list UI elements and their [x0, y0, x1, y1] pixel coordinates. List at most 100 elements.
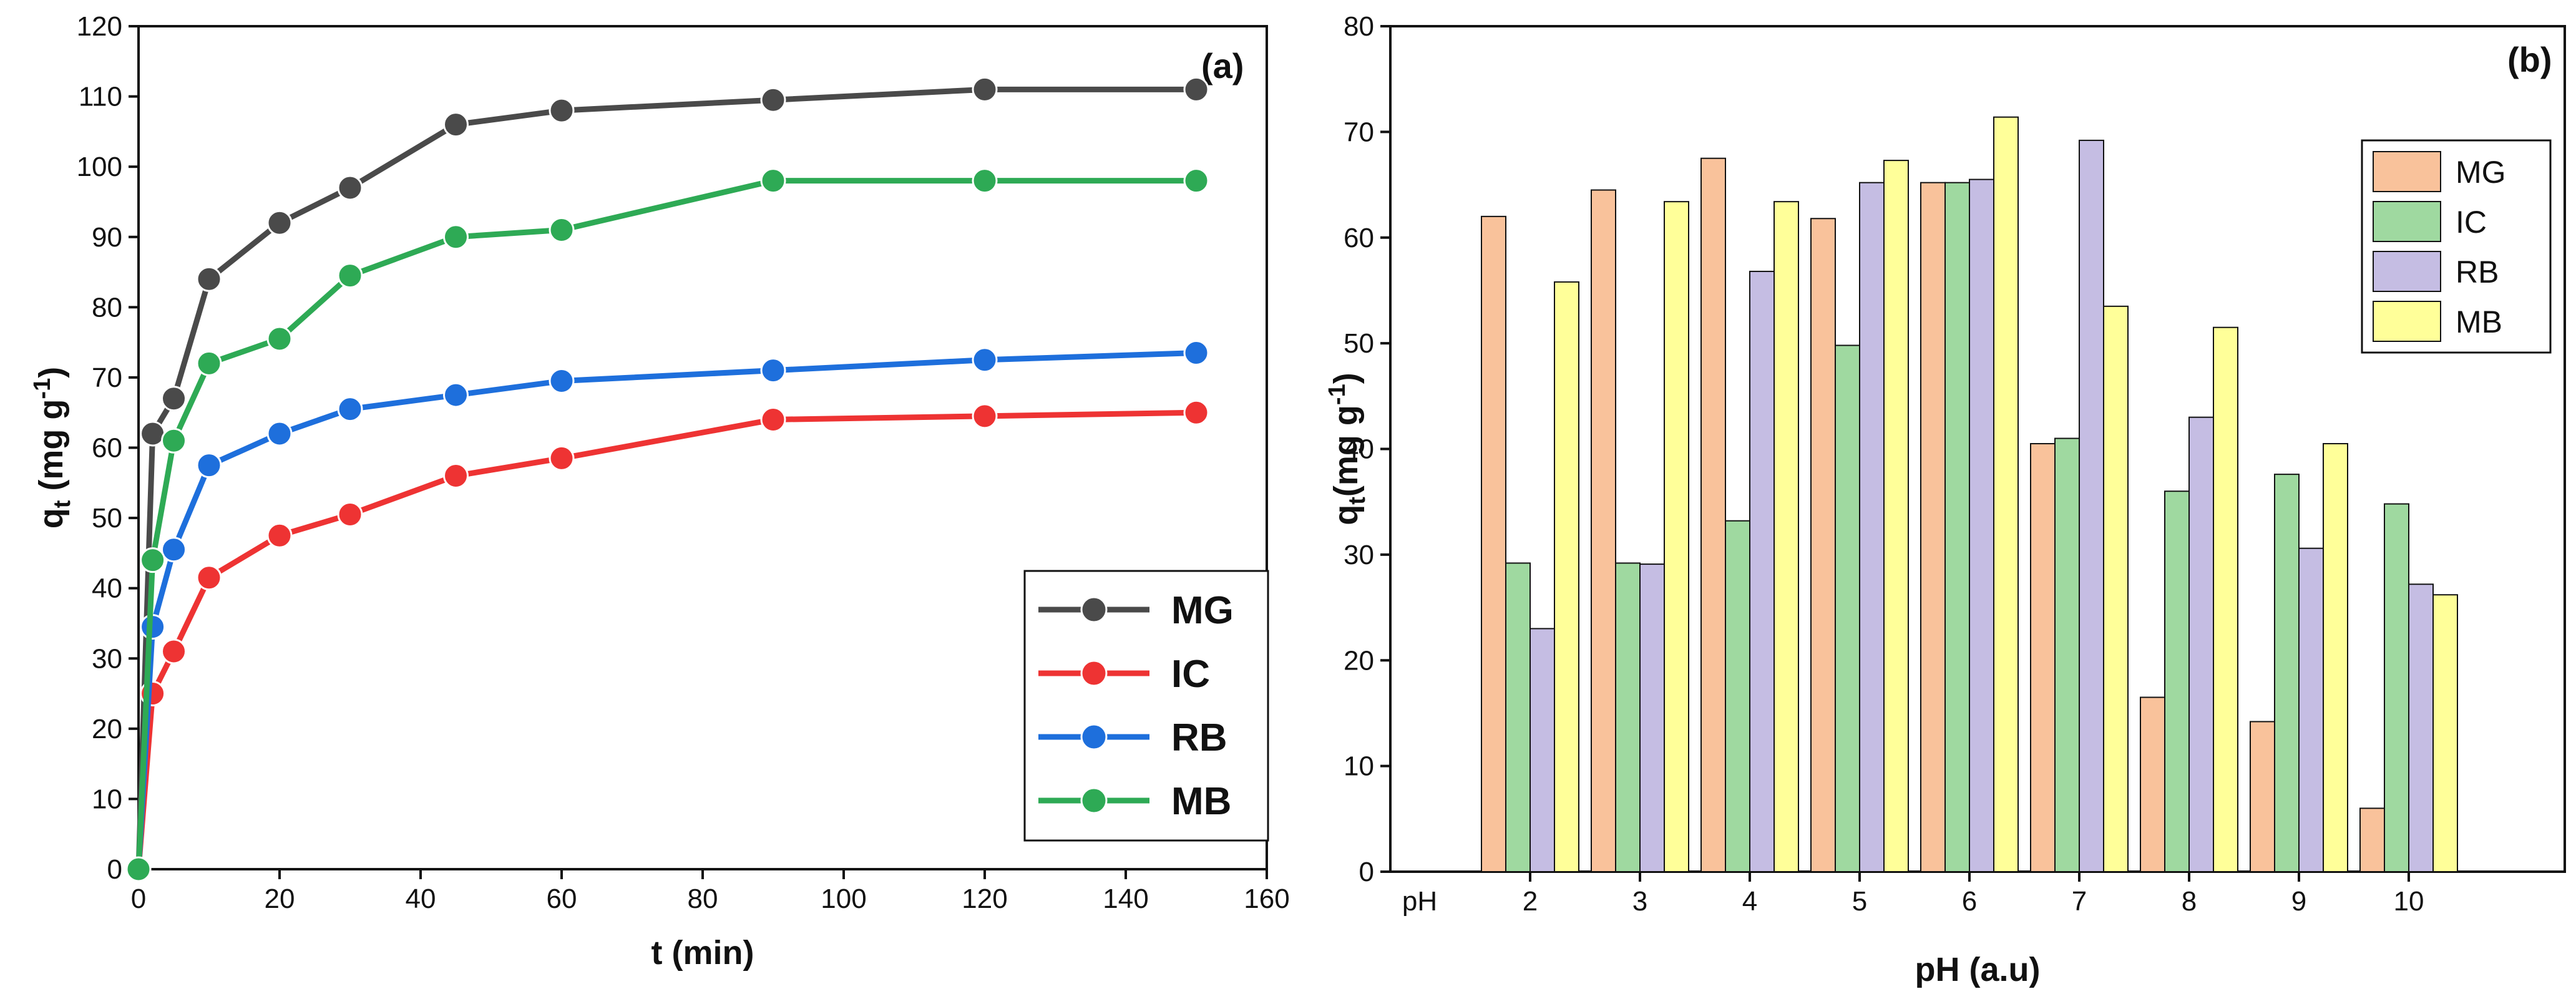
data-point-rb [549, 368, 575, 394]
legend-swatch-mb [2373, 301, 2441, 342]
y-tick-label-a: 90 [92, 222, 122, 253]
data-point-mg [161, 386, 187, 412]
x-tick-label-a: 140 [1103, 884, 1148, 914]
x-tick-label-b: 9 [2291, 886, 2306, 917]
bar-ic [2384, 503, 2409, 872]
data-point-rb [760, 358, 786, 384]
bar-mb [2323, 443, 2348, 872]
bar-ic [2054, 437, 2080, 872]
data-point-mg [140, 421, 166, 447]
data-point-ic [549, 445, 575, 471]
panel-label-a: (a) [1201, 46, 1244, 85]
y-tick-label-a: 40 [92, 573, 122, 604]
y-tick-label-a: 80 [92, 292, 122, 323]
bar-mg [2140, 696, 2165, 872]
x-tick-label-b: 3 [1632, 886, 1647, 917]
bar-ic [1505, 562, 1531, 872]
y-tick-label-b: 30 [1344, 540, 1374, 570]
legend-box-a [1023, 570, 1269, 842]
legend-label-ic: IC [1171, 653, 1210, 696]
bar-ic [1615, 562, 1641, 872]
bar-mg [1920, 182, 1946, 872]
legend-marker-rb [1080, 723, 1108, 751]
data-point-ic [1183, 399, 1209, 426]
legend-label-rb: RB [2456, 255, 2499, 290]
data-point-mg [760, 87, 786, 113]
data-point-ic [196, 565, 222, 591]
data-point-mb [1183, 168, 1209, 194]
data-point-rb [196, 452, 222, 479]
panel-label-b: (b) [2507, 40, 2552, 79]
data-point-mg [266, 210, 293, 236]
x-tick-label-a: 0 [131, 884, 146, 914]
legend-label-mb: MB [1171, 780, 1231, 823]
x-tick-label-a: 60 [547, 884, 577, 914]
y-tick-label-a: 60 [92, 433, 122, 464]
legend-label-mb: MB [2456, 305, 2502, 339]
bar-mb [2213, 326, 2238, 872]
legend-marker-mb [1080, 787, 1108, 814]
data-point-mb [125, 856, 152, 882]
bar-rb [2079, 139, 2104, 872]
bar-mb [1993, 116, 2019, 873]
bar-mb [1554, 281, 1579, 872]
data-point-rb [972, 347, 998, 373]
x-tick-label-b: 8 [2182, 886, 2197, 917]
x-tick-label-a: 100 [821, 884, 866, 914]
x-tick-label-b: 6 [1962, 886, 1977, 917]
bar-rb [1749, 270, 1775, 872]
x-tick-label-b: 2 [1523, 886, 1538, 917]
x-tick-label-a: 80 [688, 884, 718, 914]
y-tick-label-b: 20 [1344, 645, 1374, 676]
bar-rb [1530, 628, 1555, 872]
y-tick-label-a: 110 [79, 82, 122, 112]
bar-mg [2359, 807, 2385, 872]
x-tick-label-b: 10 [2394, 886, 2424, 917]
y-tick-label-b: 80 [1344, 11, 1374, 42]
bar-ic [1835, 344, 1860, 872]
x-tick-label-b: 7 [2072, 886, 2087, 917]
data-point-ic [760, 406, 786, 432]
y-tick-label-a: 120 [77, 11, 122, 42]
y-tick-label-a: 20 [92, 714, 122, 744]
bar-mb [1883, 160, 1909, 873]
bar-rb [2298, 547, 2324, 872]
x-axis-title-a: t (min) [651, 934, 754, 972]
bar-mg [2250, 721, 2275, 873]
y-axis-title-b: qt(mg g-1) [1324, 373, 1370, 525]
bar-mg [1591, 189, 1616, 872]
data-point-mb [337, 263, 363, 289]
data-point-mg [443, 112, 469, 138]
legend-label-rb: RB [1171, 716, 1227, 759]
y-tick-label-b: 0 [1359, 857, 1374, 887]
data-point-rb [266, 421, 293, 447]
legend-swatch-ic [2373, 201, 2441, 242]
bar-mb [1664, 201, 1689, 873]
x-tick-label-b: 5 [1852, 886, 1867, 917]
data-point-mg [972, 76, 998, 102]
bar-ic [1725, 520, 1750, 872]
y-axis-title-a: qt (mg g-1) [29, 367, 76, 529]
data-point-ic [266, 522, 293, 548]
y-tick-label-a: 30 [92, 643, 122, 674]
y-tick-label-b: 40 [1344, 434, 1374, 465]
bar-ic [1944, 182, 1970, 872]
x-tick-label-a: 40 [406, 884, 436, 914]
y-tick-label-b: 10 [1344, 751, 1374, 782]
data-point-mb [196, 350, 222, 376]
data-point-mg [196, 266, 222, 292]
bar-mg [1810, 218, 1836, 873]
panel-b-ph-chart: 0 10 20 30 40 50 60 70 80 2 3 4 5 6 7 8 9 10 pH pH (a.u) qt(… [1324, 11, 2566, 988]
y-tick-label-b: 70 [1344, 117, 1374, 147]
data-point-rb [443, 382, 469, 408]
data-point-mg [1183, 76, 1209, 102]
bar-mg [1481, 215, 1506, 872]
panel-a-kinetics-chart: 0 10 20 30 40 50 60 70 80 90 100 110 120 0 20 40 60 80 100… [29, 11, 1290, 972]
legend-label-mg: MG [2456, 155, 2506, 190]
legend-swatch-rb [2373, 251, 2441, 292]
bar-mg [2030, 443, 2056, 872]
bar-rb [1969, 178, 1994, 872]
data-point-ic [443, 463, 469, 489]
y-tick-label-a: 0 [107, 854, 122, 885]
legend-marker-ic [1080, 660, 1108, 687]
